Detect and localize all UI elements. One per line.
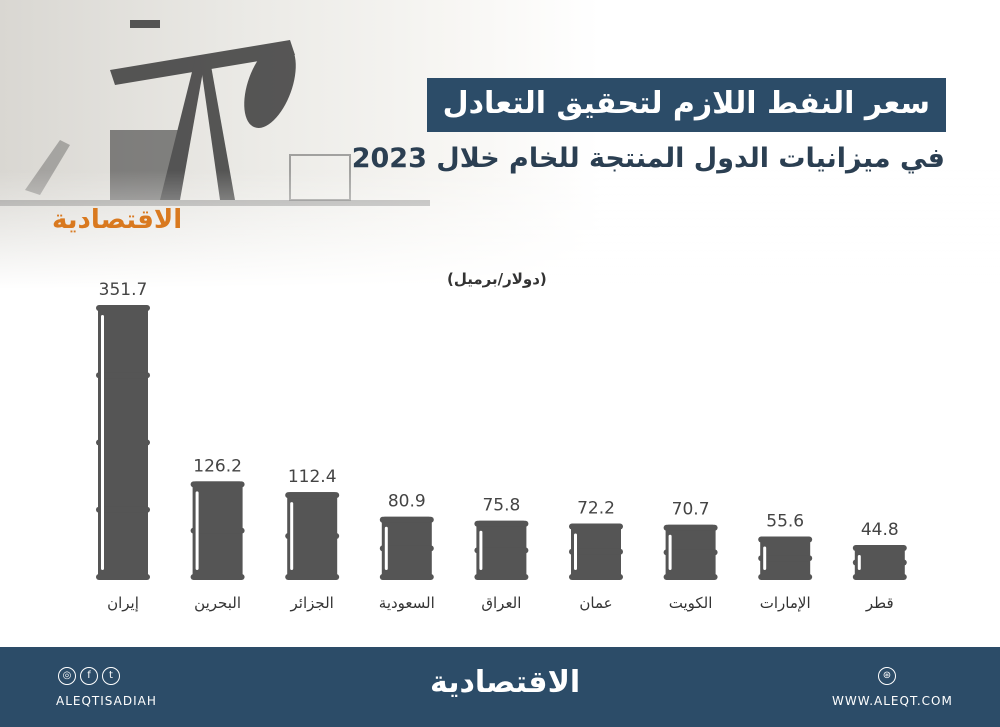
category-label: العراق <box>481 594 521 612</box>
barrel-highlight <box>195 491 199 570</box>
barrel-rim <box>285 533 340 540</box>
value-label: 112.4 <box>288 467 337 487</box>
bar-7 <box>758 536 813 580</box>
barrel-rim <box>96 305 150 311</box>
barrel-rim <box>474 520 529 527</box>
category-label: إيران <box>107 594 139 612</box>
barrel-highlight <box>668 534 672 570</box>
bar-5 <box>569 523 623 580</box>
hero-image <box>0 0 1000 290</box>
barrel-rim <box>758 574 813 580</box>
barrel-rim <box>852 559 907 566</box>
chart-subtitle: في ميزانيات الدول المنتجة للخام خلال 202… <box>351 143 945 174</box>
barrel-rim <box>852 574 907 580</box>
barrel-highlight <box>101 315 104 570</box>
chart-title: سعر النفط اللازم لتحقيق التعادل <box>426 78 946 132</box>
footer: ◎ f t ALEQTISADIAH الاقتصادية ⊛ WWW.ALEQ… <box>0 647 1000 727</box>
barrel-highlight <box>857 554 861 570</box>
barrel-rim <box>663 524 718 531</box>
barrel-highlight <box>479 530 483 570</box>
value-label: 70.7 <box>672 500 710 520</box>
category-label: الإمارات <box>760 594 811 612</box>
barrel-rim <box>569 548 623 555</box>
category-label: الجزائر <box>290 594 334 612</box>
barrel-highlight <box>290 502 294 570</box>
barrel-rim <box>474 547 529 554</box>
value-label: 80.9 <box>388 492 426 512</box>
barrel-rim <box>379 516 434 523</box>
barrel-rim <box>569 574 623 580</box>
value-label: 55.6 <box>766 512 804 532</box>
category-label: السعودية <box>379 594 435 612</box>
unit-label: (دولار/برميل) <box>447 270 547 288</box>
bar-chart: 351.7 إيران 126.2 البحرين 112.4 الجزائر 80.9 ال… <box>96 280 907 612</box>
barrel-rim <box>190 481 245 488</box>
barrel-rim <box>379 574 434 580</box>
twitter-icon[interactable]: t <box>102 667 120 685</box>
category-label: البحرين <box>194 594 241 612</box>
bar-8 <box>852 544 907 580</box>
bar-0 <box>96 305 150 580</box>
barrel-highlight <box>384 526 388 570</box>
value-label: 351.7 <box>99 280 148 300</box>
value-label: 72.2 <box>577 499 615 519</box>
barrel-highlight <box>763 546 767 570</box>
facebook-icon[interactable]: f <box>80 667 98 685</box>
brand-logo: الاقتصادية <box>52 205 183 235</box>
value-label: 126.2 <box>193 456 242 476</box>
barrel-rim <box>96 506 150 513</box>
barrel-highlight <box>574 533 577 570</box>
barrel-rim <box>758 536 813 543</box>
barrel-rim <box>663 574 718 580</box>
barrel-rim <box>285 492 340 499</box>
category-label: قطر <box>865 594 894 612</box>
barrel-rim <box>852 544 907 551</box>
social-icons: ◎ f t <box>58 667 120 685</box>
barrel-rim <box>758 555 813 562</box>
barrel-rim <box>190 574 245 580</box>
bar-2 <box>285 492 340 580</box>
category-label: الكويت <box>669 594 713 612</box>
footer-logo: الاقتصادية <box>430 665 581 700</box>
value-label: 75.8 <box>482 496 520 516</box>
bar-6 <box>663 524 718 580</box>
barrel-rim <box>96 439 150 446</box>
barrel-rim <box>663 549 718 556</box>
barrel-rim <box>96 372 150 379</box>
website-link[interactable]: WWW.ALEQT.COM <box>832 694 953 708</box>
social-handle[interactable]: ALEQTISADIAH <box>56 694 157 708</box>
value-label: 44.8 <box>861 520 899 540</box>
barrel-rim <box>190 527 245 534</box>
barrel-rim <box>569 523 623 530</box>
bar-3 <box>379 516 434 580</box>
globe-icon: ⊛ <box>878 667 896 685</box>
barrel-rim <box>96 574 150 580</box>
bar-4 <box>474 520 529 580</box>
barrel-rim <box>285 574 340 580</box>
bar-1 <box>190 481 245 580</box>
barrel-rim <box>474 574 529 580</box>
category-label: عمان <box>579 594 612 612</box>
barrel-rim <box>379 545 434 552</box>
instagram-icon[interactable]: ◎ <box>58 667 76 685</box>
